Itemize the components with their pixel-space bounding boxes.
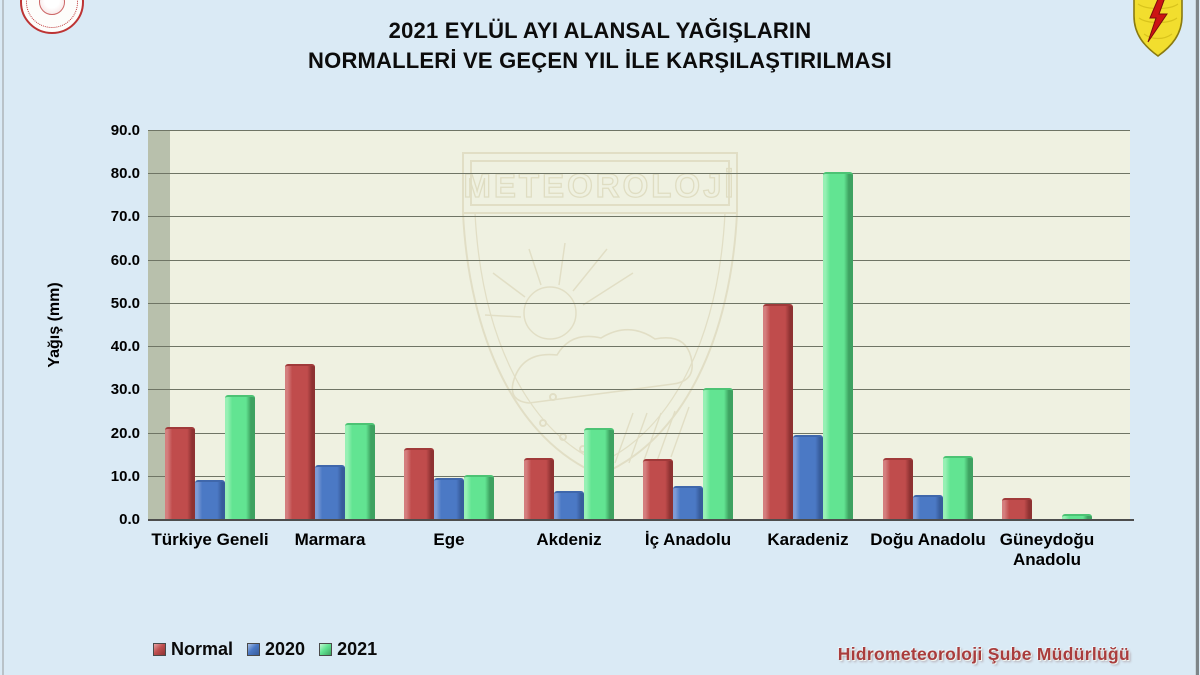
bar-2020-6 (913, 495, 943, 520)
chart-legend: Normal 2020 2021 (153, 639, 377, 660)
meteoroloji-watermark: METEOROLOJİ (462, 152, 738, 477)
x-category-label: Marmara (294, 530, 366, 549)
gridline (148, 173, 1130, 174)
bar-2021-5 (823, 172, 853, 520)
plot-side-wall (148, 131, 170, 520)
y-tick-label: 70.0 (110, 208, 140, 225)
gridline (148, 346, 1130, 347)
bar-2020-5 (793, 435, 823, 520)
x-category-label: Türkiye Geneli (151, 530, 269, 549)
slide-right-border (1195, 0, 1199, 675)
y-tick-label: 20.0 (110, 425, 140, 442)
bar-2020-1 (315, 465, 345, 520)
bar-normal-2 (404, 448, 434, 520)
bar-normal-7 (1002, 498, 1032, 520)
gridline (148, 260, 1130, 261)
legend-label: Normal (171, 639, 234, 659)
title-line-2: NORMALLERİ VE GEÇEN YIL İLE KARŞILAŞTIRI… (308, 47, 892, 73)
bar-2021-7 (1062, 514, 1092, 520)
gridline (148, 433, 1130, 434)
legend-item-2020: 2020 (247, 639, 305, 660)
bar-normal-3 (524, 458, 554, 520)
bar-2020-4 (673, 486, 703, 520)
bar-normal-5 (763, 304, 793, 520)
y-tick-label: 10.0 (110, 468, 140, 485)
legend-swatch-icon (247, 643, 261, 656)
gridline (148, 130, 1130, 131)
plot-area: METEOROLOJİ (148, 130, 1134, 521)
x-axis-line (148, 519, 1134, 521)
y-tick-label: 30.0 (110, 381, 140, 398)
legend-item-normal: Normal (153, 639, 233, 660)
legend-label: 2020 (265, 639, 306, 659)
legend-label: 2021 (337, 639, 378, 659)
bar-2021-1 (345, 423, 375, 520)
y-tick-label: 90.0 (110, 122, 140, 139)
bar-normal-1 (285, 364, 315, 520)
slide-left-border (2, 0, 4, 675)
bar-normal-6 (883, 458, 913, 520)
x-category-label: Ege (433, 530, 465, 549)
bar-2020-0 (195, 480, 225, 520)
gridline (148, 476, 1130, 477)
gridline (148, 216, 1130, 217)
y-tick-label: 80.0 (110, 165, 140, 182)
y-tick-label: 40.0 (110, 338, 140, 355)
x-category-label: İç Anadolu (644, 530, 732, 549)
bar-2020-2 (434, 478, 464, 520)
bar-2021-3 (584, 428, 614, 520)
x-category-label: Güneydoğu Anadolu (999, 530, 1095, 570)
x-category-label: Akdeniz (536, 530, 602, 549)
x-category-label: Karadeniz (767, 530, 849, 549)
bar-normal-0 (165, 427, 195, 520)
y-tick-label: 60.0 (110, 252, 140, 269)
bar-2020-3 (554, 491, 584, 520)
gridline (148, 303, 1130, 304)
y-tick-label: 0.0 (119, 511, 140, 528)
legend-swatch-icon (153, 643, 166, 656)
bar-2021-4 (703, 388, 733, 520)
bar-2021-6 (943, 456, 973, 520)
bar-2021-0 (225, 395, 255, 520)
bar-2021-2 (464, 475, 494, 520)
mgm-lightning-shield-icon (1133, 0, 1183, 57)
bar-normal-4 (643, 459, 673, 520)
x-category-label: Doğu Anadolu (870, 530, 986, 549)
y-tick-label: 50.0 (110, 295, 140, 312)
legend-swatch-icon (319, 643, 333, 656)
gridline (148, 389, 1130, 390)
credit-text: Hidrometeoroloji Şube Müdürlüğü (837, 644, 1130, 664)
page-title: 2021 EYLÜL AYI ALANSAL YAĞIŞLARIN NORMAL… (0, 16, 1200, 75)
title-line-1: 2021 EYLÜL AYI ALANSAL YAĞIŞLARIN (388, 18, 812, 43)
legend-item-2021: 2021 (319, 639, 377, 660)
svg-text:METEOROLOJİ: METEOROLOJİ (463, 167, 736, 204)
